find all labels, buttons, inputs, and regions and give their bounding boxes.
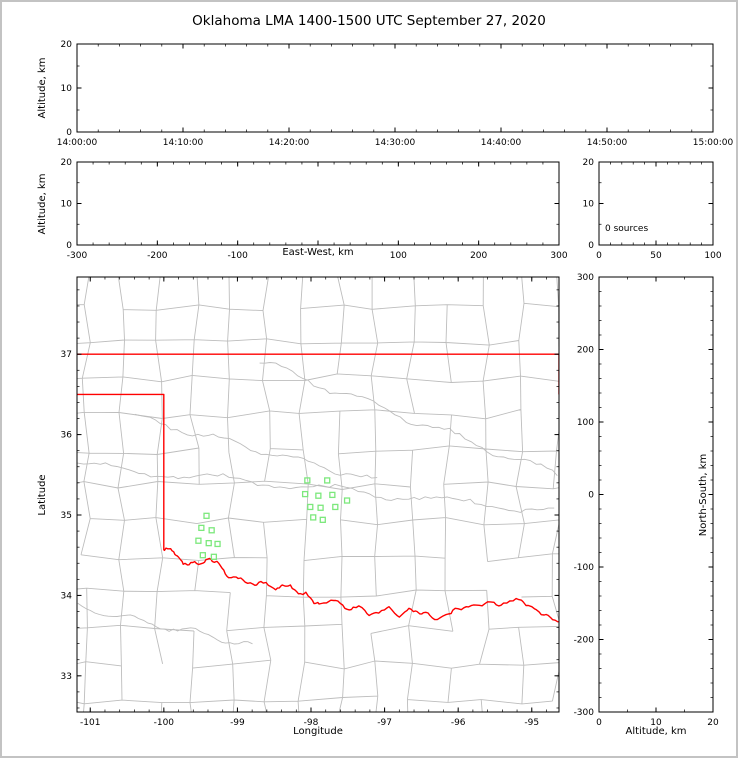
lma-station-marker xyxy=(199,552,206,559)
svg-text:300: 300 xyxy=(550,251,567,261)
svg-text:-200: -200 xyxy=(147,251,168,261)
ew-height-ylabel: Altitude, km xyxy=(37,173,48,235)
panel-source_histogram: 0 50 100 0 10 20 xyxy=(583,158,722,261)
map-content xyxy=(77,277,559,712)
lma-station-marker xyxy=(208,527,215,534)
river-line xyxy=(134,413,378,479)
lma-station-marker xyxy=(198,524,205,532)
ns-height-ylabel: North-South, km xyxy=(698,453,709,537)
river-line xyxy=(259,362,558,476)
lma-station-marker xyxy=(195,537,202,544)
svg-text:100: 100 xyxy=(577,418,594,428)
svg-text:14:10:00: 14:10:00 xyxy=(163,138,204,148)
lma-station-marker xyxy=(304,477,311,484)
map-xlabel: Longitude xyxy=(293,726,343,737)
svg-text:-100: -100 xyxy=(574,563,595,573)
svg-text:20: 20 xyxy=(61,40,73,50)
svg-text:0: 0 xyxy=(66,128,72,138)
svg-text:-100: -100 xyxy=(227,251,248,261)
svg-text:20: 20 xyxy=(707,718,719,728)
lma-station-marker xyxy=(343,497,351,504)
svg-text:14:20:00: 14:20:00 xyxy=(269,138,310,148)
ns-height-xlabel: Altitude, km xyxy=(625,726,687,737)
svg-text:37: 37 xyxy=(61,350,72,360)
lma-station-marker xyxy=(332,503,339,511)
svg-text:-99: -99 xyxy=(230,718,245,728)
svg-text:0: 0 xyxy=(588,241,594,251)
svg-text:14:50:00: 14:50:00 xyxy=(587,138,628,148)
svg-text:14:00:00: 14:00:00 xyxy=(57,138,98,148)
panel-ew_height: -300 -200 -100 100 200 300 0 10 20 xyxy=(61,158,568,261)
svg-text:100: 100 xyxy=(390,251,407,261)
panel-plan_view: -101 -100 -99 -98 -97 -96 -95 33 34 35 36 37 xyxy=(61,276,560,728)
svg-text:34: 34 xyxy=(61,591,73,601)
svg-text:-97: -97 xyxy=(377,718,392,728)
svg-text:300: 300 xyxy=(577,273,594,283)
svg-text:10: 10 xyxy=(61,200,73,210)
source-count-annotation: 0 sources xyxy=(605,224,649,234)
svg-text:10: 10 xyxy=(61,84,73,94)
panel-ns_height: 0 10 20 -300 -200 -100 0 100 200 300 xyxy=(574,273,719,728)
svg-text:14:30:00: 14:30:00 xyxy=(375,138,416,148)
svg-text:200: 200 xyxy=(470,251,487,261)
river-line xyxy=(77,602,253,645)
svg-text:-300: -300 xyxy=(67,251,88,261)
lma-station-marker xyxy=(315,492,322,499)
svg-text:20: 20 xyxy=(61,158,73,168)
lma-station-marker xyxy=(203,512,210,519)
lma-station-marker xyxy=(319,516,326,523)
lma-station-marker xyxy=(205,539,212,547)
figure-title: Oklahoma LMA 1400-1500 UTC September 27,… xyxy=(192,13,546,29)
ew-height-xlabel: East-West, km xyxy=(282,247,354,258)
svg-text:0: 0 xyxy=(596,251,602,261)
svg-text:-300: -300 xyxy=(574,708,595,718)
lma-station-marker xyxy=(214,540,221,548)
svg-text:20: 20 xyxy=(583,158,595,168)
lma-station-marker xyxy=(310,514,317,521)
svg-text:-96: -96 xyxy=(451,718,466,728)
lma-station-marker xyxy=(210,553,218,560)
lma-station-marker xyxy=(324,477,331,484)
lma-station-marker xyxy=(317,504,324,511)
svg-text:-200: -200 xyxy=(574,636,595,646)
svg-text:33: 33 xyxy=(61,672,72,682)
svg-text:0: 0 xyxy=(596,718,602,728)
map-ylabel: Latitude xyxy=(37,474,48,516)
svg-text:100: 100 xyxy=(704,251,721,261)
svg-text:-98: -98 xyxy=(304,718,319,728)
svg-text:200: 200 xyxy=(577,346,594,356)
svg-text:-101: -101 xyxy=(80,718,100,728)
svg-text:10: 10 xyxy=(650,718,662,728)
svg-text:-95: -95 xyxy=(524,718,539,728)
svg-text:0: 0 xyxy=(66,241,72,251)
svg-text:50: 50 xyxy=(650,251,662,261)
svg-text:15:00:00: 15:00:00 xyxy=(693,138,734,148)
svg-text:-100: -100 xyxy=(154,718,175,728)
lma-station-marker xyxy=(307,503,314,511)
svg-text:36: 36 xyxy=(61,431,73,441)
panel-time_height: 14:00:00 14:10:00 14:20:00 14:30:00 14:40:00… xyxy=(57,40,734,148)
river-line xyxy=(77,462,555,513)
state-border-red-river-boundary xyxy=(163,547,559,623)
lma-station-marker xyxy=(301,490,309,498)
svg-text:35: 35 xyxy=(61,511,72,521)
lma-station-marker xyxy=(329,491,336,499)
svg-text:0: 0 xyxy=(588,491,594,501)
county-boundaries xyxy=(77,277,559,712)
svg-text:14:40:00: 14:40:00 xyxy=(481,138,522,148)
svg-text:10: 10 xyxy=(583,200,595,210)
state-border-panhandle-and-100w xyxy=(77,393,165,551)
